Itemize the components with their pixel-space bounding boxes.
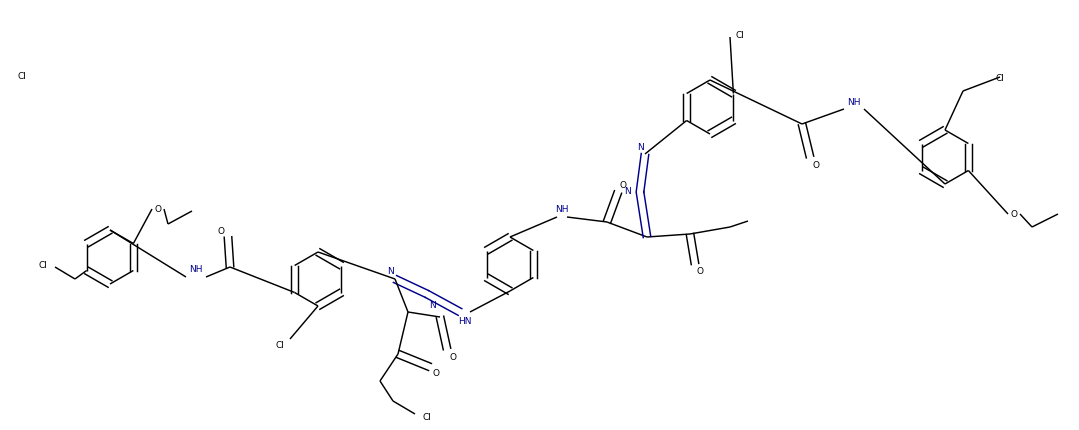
- Text: O: O: [154, 204, 162, 213]
- Text: HN: HN: [459, 317, 472, 326]
- Text: NH: NH: [189, 265, 203, 274]
- Text: N: N: [624, 187, 630, 196]
- Text: NH: NH: [847, 97, 861, 106]
- Text: O: O: [697, 267, 704, 276]
- Text: Cl: Cl: [275, 340, 285, 349]
- Text: Cl: Cl: [423, 412, 432, 421]
- Text: Cl: Cl: [996, 74, 1005, 82]
- Text: O: O: [218, 227, 224, 236]
- Text: NH: NH: [556, 204, 569, 213]
- Text: N: N: [386, 267, 394, 276]
- Text: O: O: [450, 352, 456, 361]
- Text: N: N: [637, 143, 643, 152]
- Text: O: O: [812, 160, 819, 169]
- Text: Cl: Cl: [39, 261, 47, 270]
- Text: Cl: Cl: [736, 31, 745, 40]
- Text: O: O: [433, 368, 439, 377]
- Text: Cl: Cl: [17, 71, 27, 80]
- Text: N: N: [428, 300, 435, 309]
- Text: O: O: [1011, 209, 1017, 218]
- Text: O: O: [619, 181, 627, 190]
